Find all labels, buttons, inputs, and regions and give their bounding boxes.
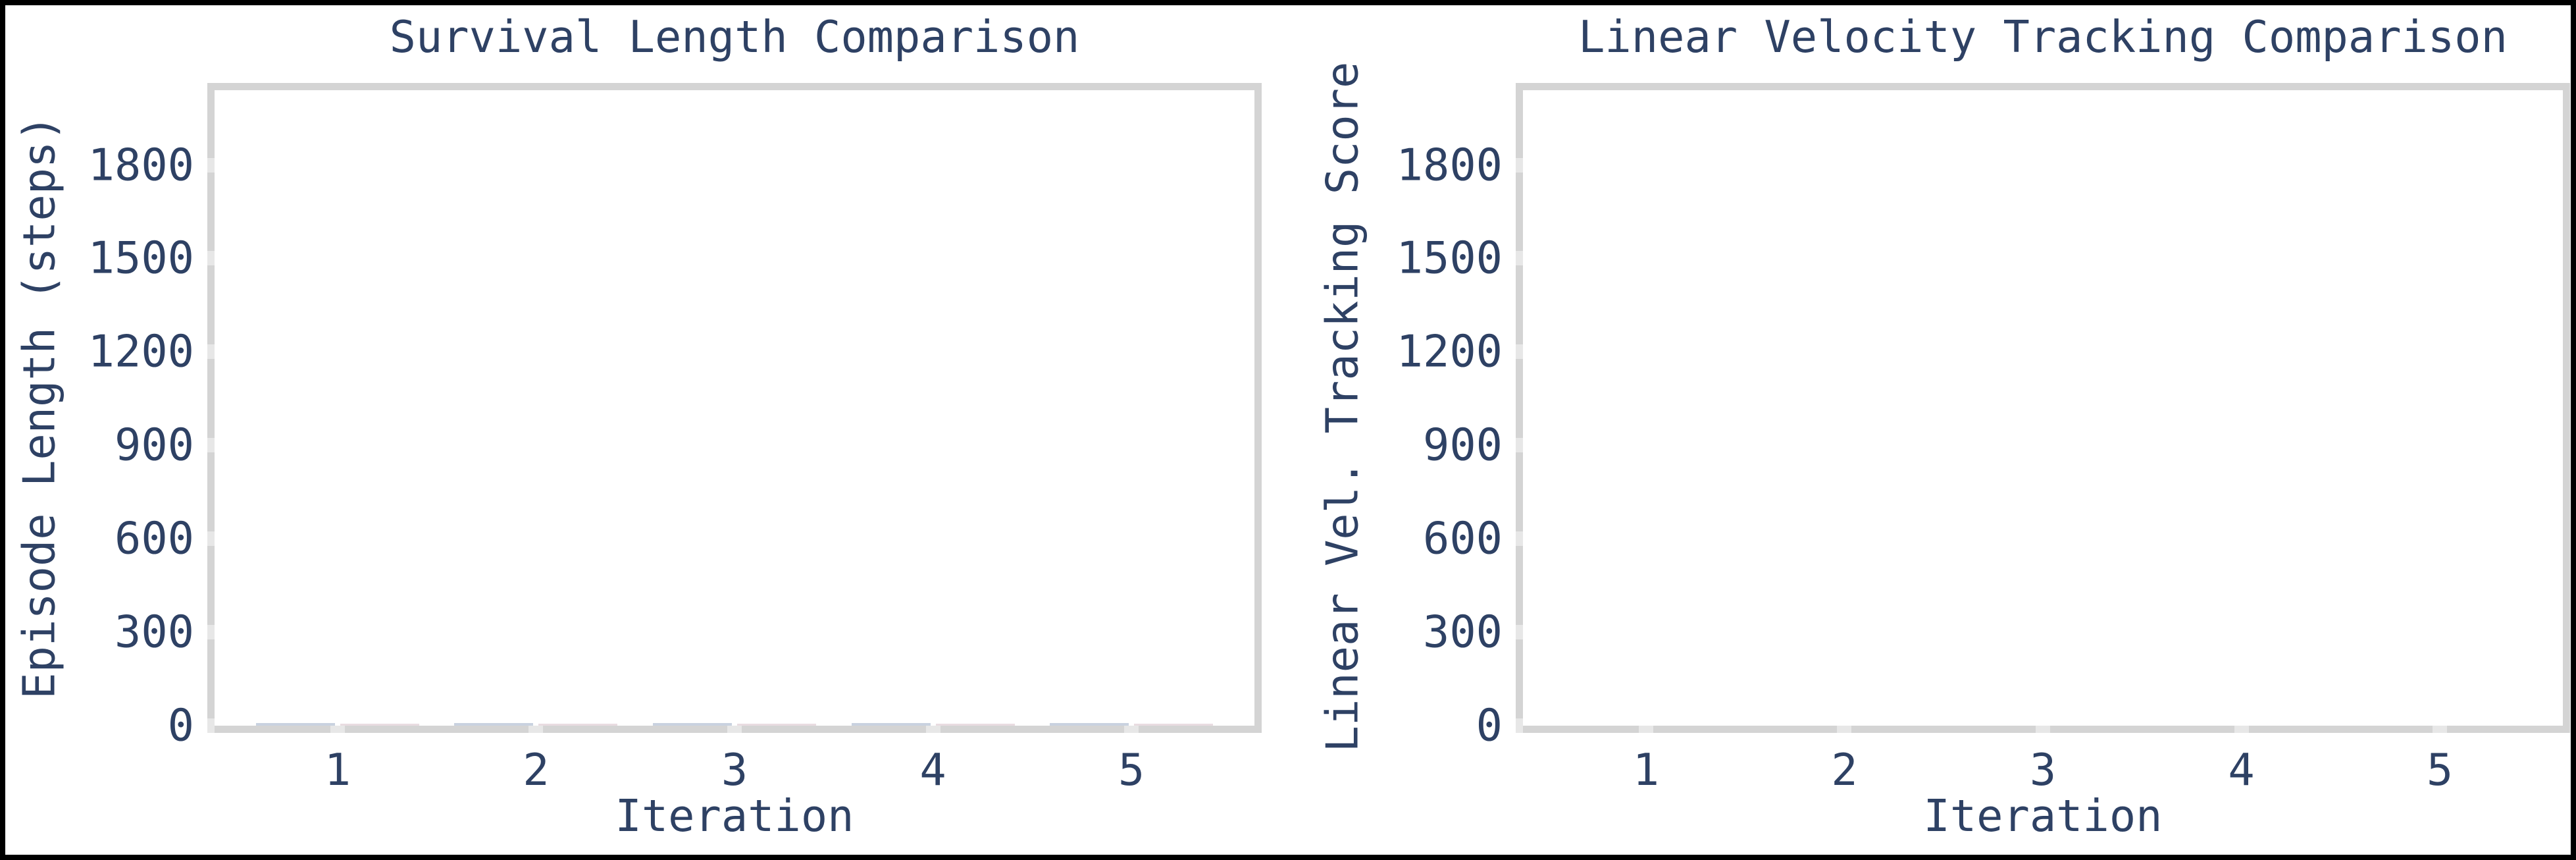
x-tick-label: 3 <box>721 744 748 795</box>
y-tick-mark <box>1516 157 1523 173</box>
y-tick-mark <box>207 531 215 547</box>
plot-area-linear-velocity <box>1516 83 2570 733</box>
x-tick-mark <box>2433 726 2448 733</box>
bar-series-2 <box>340 724 419 726</box>
x-tick-label: 2 <box>523 744 550 795</box>
bar-series-2 <box>737 724 816 726</box>
x-tick-mark <box>2036 726 2050 733</box>
bar-series-1 <box>454 723 534 726</box>
y-tick-label: 600 <box>1422 512 1503 564</box>
x-tick-label: 5 <box>2426 744 2454 795</box>
bar-series-1 <box>653 723 732 726</box>
y-tick-label: 900 <box>1422 419 1503 471</box>
x-axis-label-iteration-left: Iteration <box>615 790 854 842</box>
y-axis-label-episode-length: Episode Length (steps) <box>13 115 65 699</box>
bar-series-2 <box>538 724 618 726</box>
y-tick-mark <box>207 438 215 453</box>
y-tick-label: 1800 <box>1396 139 1503 191</box>
bar-series-1 <box>1050 723 1129 726</box>
y-tick-label: 1200 <box>88 325 194 377</box>
x-tick-label: 1 <box>1632 744 1660 795</box>
bar-series-2 <box>1134 724 1214 726</box>
y-tick-mark <box>1516 718 1523 733</box>
chart-title-survival: Survival Length Comparison <box>389 11 1080 63</box>
y-tick-label: 1800 <box>88 139 194 191</box>
bar-series-1 <box>851 723 931 726</box>
y-tick-mark <box>1516 438 1523 453</box>
y-tick-label: 0 <box>1476 699 1503 751</box>
x-tick-mark <box>1124 726 1139 733</box>
y-tick-mark <box>207 157 215 173</box>
x-tick-label: 5 <box>1118 744 1145 795</box>
x-tick-label: 3 <box>2029 744 2057 795</box>
y-axis-label-tracking-score: Linear Vel. Tracking Score <box>1316 61 1368 753</box>
y-tick-label: 1500 <box>1396 232 1503 284</box>
x-tick-label: 4 <box>919 744 946 795</box>
chart-title-linear-velocity: Linear Velocity Tracking Comparison <box>1578 11 2508 63</box>
x-tick-mark <box>528 726 544 733</box>
y-tick-label: 0 <box>167 699 194 751</box>
x-tick-label: 2 <box>1831 744 1858 795</box>
y-tick-label: 600 <box>114 512 194 564</box>
y-tick-mark <box>1516 625 1523 640</box>
x-tick-mark <box>330 726 345 733</box>
plot-area-survival <box>207 83 1262 733</box>
y-tick-label: 1500 <box>88 232 194 284</box>
x-tick-mark <box>727 726 742 733</box>
y-tick-mark <box>1516 251 1523 266</box>
y-tick-label: 300 <box>114 606 194 658</box>
x-tick-mark <box>925 726 940 733</box>
y-tick-label: 900 <box>114 419 194 471</box>
y-tick-mark <box>207 718 215 733</box>
y-tick-mark <box>1516 531 1523 547</box>
y-tick-label: 300 <box>1422 606 1503 658</box>
x-axis-label-iteration-right: Iteration <box>1923 790 2163 842</box>
x-tick-mark <box>2234 726 2249 733</box>
y-tick-label: 1200 <box>1396 325 1503 377</box>
bar-series-2 <box>935 724 1015 726</box>
y-tick-mark <box>207 344 215 360</box>
x-tick-label: 4 <box>2228 744 2255 795</box>
bar-series-1 <box>255 723 335 726</box>
x-tick-mark <box>1837 726 1852 733</box>
x-tick-label: 1 <box>324 744 351 795</box>
x-tick-mark <box>1638 726 1653 733</box>
y-tick-mark <box>207 251 215 266</box>
y-tick-mark <box>1516 344 1523 360</box>
y-tick-mark <box>207 625 215 640</box>
